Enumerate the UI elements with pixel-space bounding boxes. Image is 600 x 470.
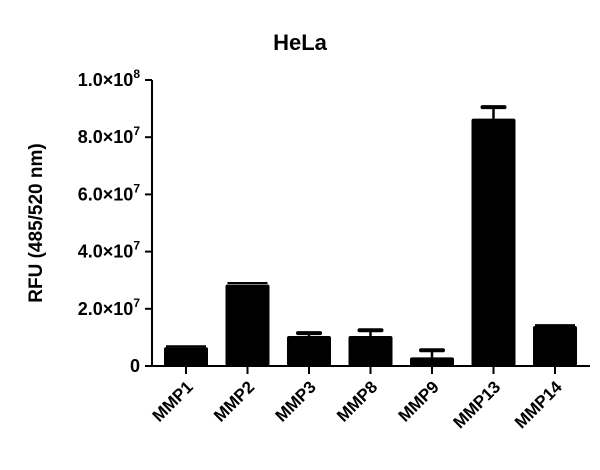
bar-mmp3 xyxy=(287,335,331,366)
bar-mmp8 xyxy=(348,335,393,366)
chart-title: HeLa xyxy=(273,30,328,55)
y-tick-label: 4.0×107 xyxy=(78,239,141,262)
y-tick-label: 2.0×107 xyxy=(78,296,141,319)
x-tick-label: MMP13 xyxy=(449,377,504,432)
y-tick-label: 1.0×108 xyxy=(78,67,141,90)
y-tick-label: 8.0×107 xyxy=(78,124,141,147)
y-tick-label: 6.0×107 xyxy=(78,181,141,204)
x-tick-label: MMP1 xyxy=(149,377,197,425)
bar-mmp14 xyxy=(533,325,577,366)
bars xyxy=(164,105,577,366)
x-tick-label: MMP2 xyxy=(210,377,258,425)
y-axis: 0 2.0×107 4.0×107 6.0×107 8.0×107 1.0×108 xyxy=(78,67,153,376)
y-axis-label: RFU (485/520 nm) xyxy=(26,143,47,302)
bar-mmp9 xyxy=(410,357,454,366)
bar-mmp13 xyxy=(471,118,516,366)
bar-mmp1 xyxy=(164,347,208,366)
x-tick-label: MMP9 xyxy=(395,377,443,425)
x-tick-label: MMP14 xyxy=(511,377,566,432)
y-tick-label: 0 xyxy=(130,356,140,376)
x-tick-label: MMP3 xyxy=(272,377,320,425)
x-tick-label: MMP8 xyxy=(333,377,381,425)
x-axis: MMP1 MMP2 MMP3 MMP8 MMP9 MMP13 MMP14 xyxy=(149,365,590,432)
bar-mmp2 xyxy=(225,284,270,366)
